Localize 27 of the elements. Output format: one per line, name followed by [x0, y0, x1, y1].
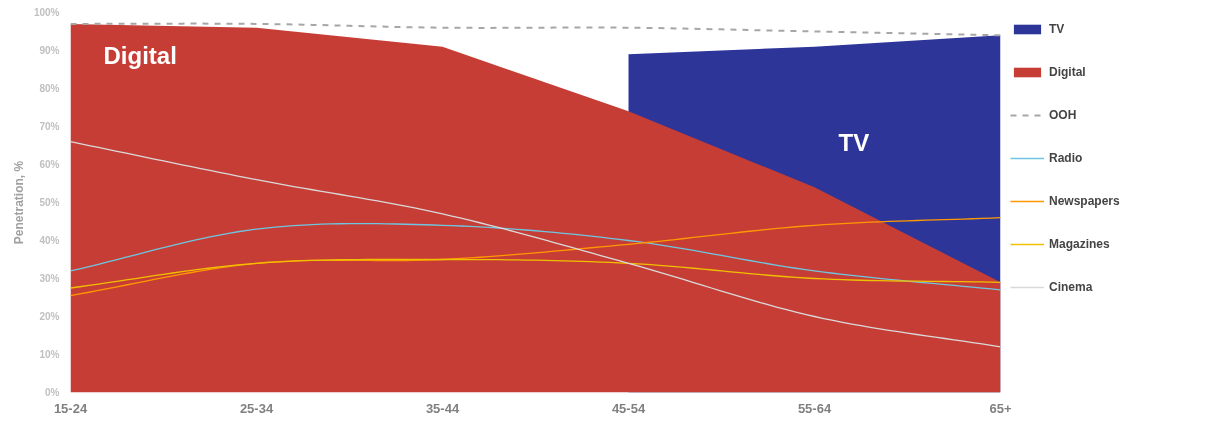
y-tick-label: 70%	[39, 121, 60, 132]
legend-label: Radio	[1049, 151, 1083, 165]
y-tick-label: 60%	[39, 159, 60, 170]
legend-label: Magazines	[1049, 237, 1110, 251]
y-tick-label: 0%	[45, 387, 60, 398]
y-tick-label: 50%	[39, 197, 60, 208]
y-axis-title: Penetration, %	[11, 160, 26, 245]
annotation: Digital	[103, 42, 177, 69]
legend-label: Cinema	[1049, 280, 1093, 294]
x-tick-label: 15-24	[53, 400, 88, 416]
x-tick-label: 45-54	[611, 400, 646, 416]
x-tick-label: 55-64	[797, 400, 832, 416]
y-tick-label: 80%	[39, 83, 60, 94]
legend-label: TV	[1049, 22, 1066, 36]
legend-label: OOH	[1049, 108, 1077, 122]
y-tick-label: 100%	[33, 7, 60, 18]
x-tick-label: 65+	[989, 400, 1012, 416]
y-tick-label: 20%	[39, 311, 60, 322]
y-tick-label: 40%	[39, 235, 60, 246]
x-tick-label: 25-34	[239, 400, 274, 416]
y-tick-label: 10%	[39, 349, 60, 360]
y-tick-label: 30%	[39, 273, 60, 284]
annotation: TV	[838, 129, 870, 156]
legend-label: Newspapers	[1049, 194, 1120, 208]
y-tick-label: 90%	[39, 45, 60, 56]
legend-label: Digital	[1049, 65, 1086, 79]
x-tick-label: 35-44	[425, 400, 460, 416]
